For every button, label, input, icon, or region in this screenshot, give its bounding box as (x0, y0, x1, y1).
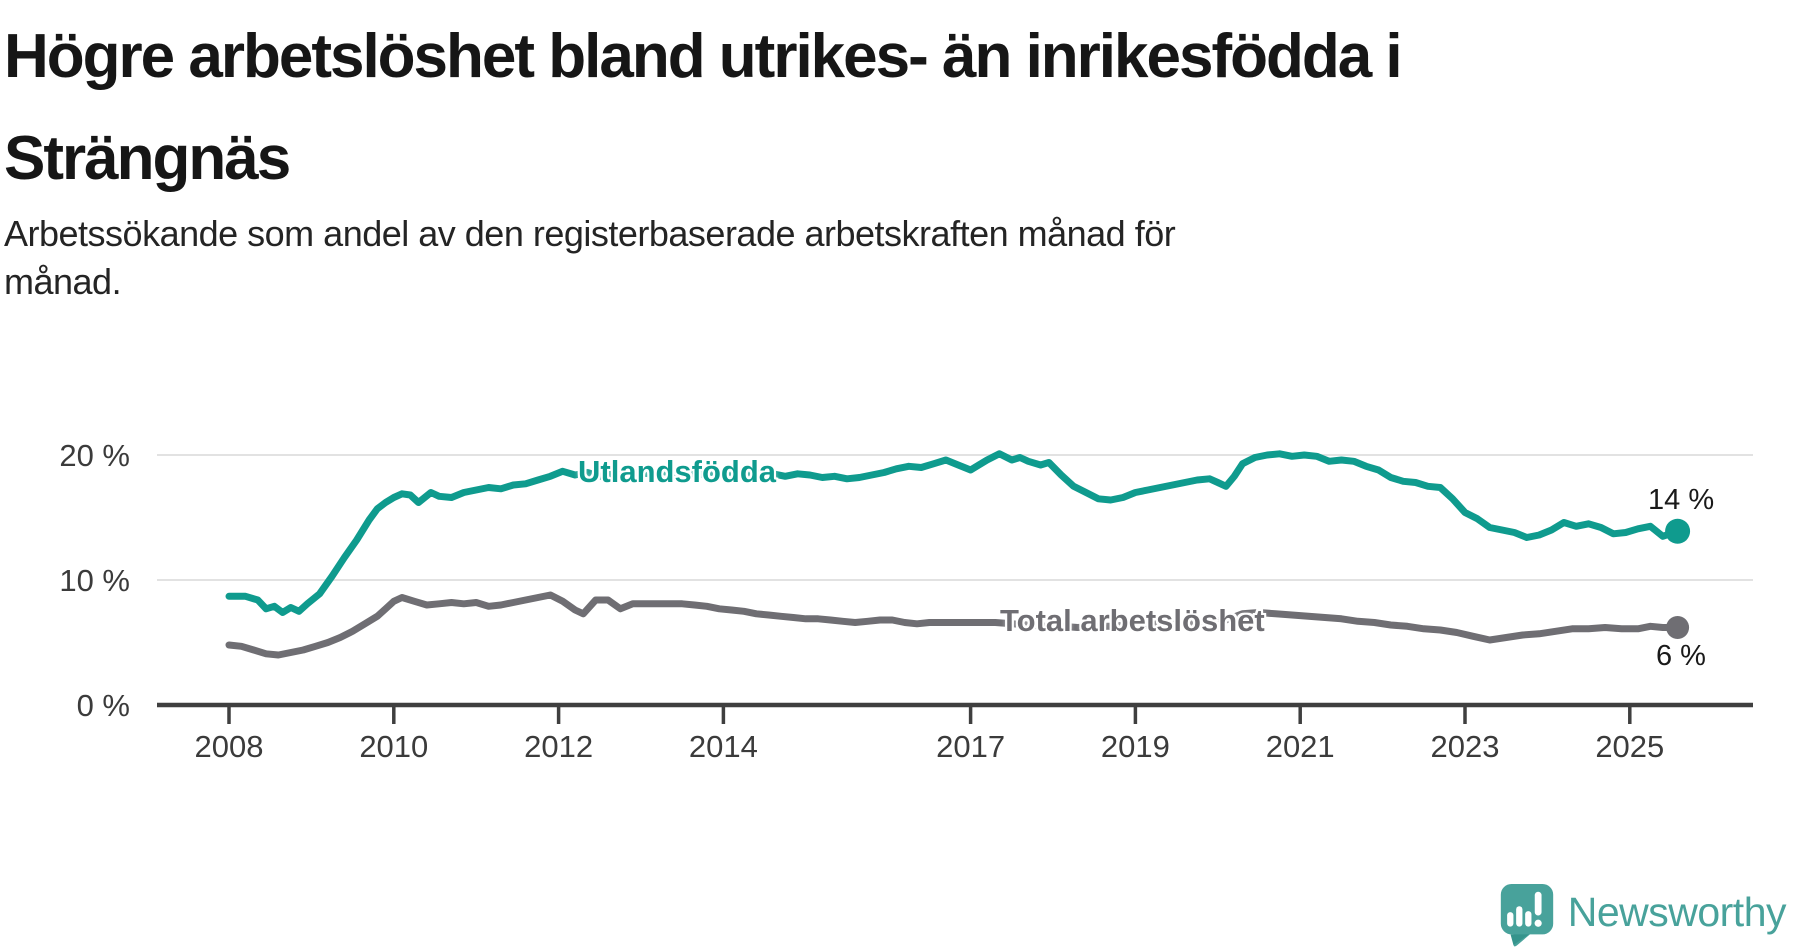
end-dot-utlandsfodda (1665, 518, 1691, 544)
page-title: Högre arbetslöshet bland utrikes- än inr… (4, 6, 1764, 209)
x-tick-label-2019: 2019 (1101, 729, 1170, 764)
page-title-line2: Strängnäs (4, 123, 291, 193)
x-tick-label-2014: 2014 (689, 729, 758, 764)
page-subtitle-line1: Arbetssökande som andel av den registerb… (4, 213, 1176, 254)
end-value-label-utlandsfodda: 14 % (1648, 484, 1715, 516)
series-label-total: Total arbetslöshet (1000, 603, 1265, 638)
y-tick-label-0: 0 % (77, 688, 130, 723)
y-tick-label-20: 20 % (59, 438, 130, 473)
page-title-line1: Högre arbetslöshet bland utrikes- än inr… (4, 22, 1403, 91)
x-tick-label-2025: 2025 (1595, 729, 1664, 764)
x-tick-label-2008: 2008 (195, 729, 264, 764)
newsworthy-logo-icon (1500, 883, 1553, 947)
x-tick-label-2012: 2012 (524, 729, 593, 764)
x-tick-label-2017: 2017 (936, 729, 1005, 764)
brand-footer: Newsworthy (1498, 882, 1787, 948)
x-tick-label-2010: 2010 (359, 729, 428, 764)
line-total (225, 591, 1682, 659)
brand-name: Newsworthy (1567, 888, 1787, 935)
y-tick-label-10: 10 % (59, 563, 130, 598)
page-subtitle: Arbetssökande som andel av den registerb… (4, 210, 1564, 306)
page-subtitle-line2: månad. (4, 261, 122, 303)
end-value-label-total: 6 % (1656, 640, 1706, 672)
x-tick-label-2021: 2021 (1266, 729, 1335, 764)
line-utlandsfodda (225, 450, 1682, 616)
series-label-utlandsfodda: Utlandsfödda (578, 454, 777, 489)
x-tick-label-2023: 2023 (1431, 729, 1500, 764)
end-dot-total (1666, 616, 1690, 639)
